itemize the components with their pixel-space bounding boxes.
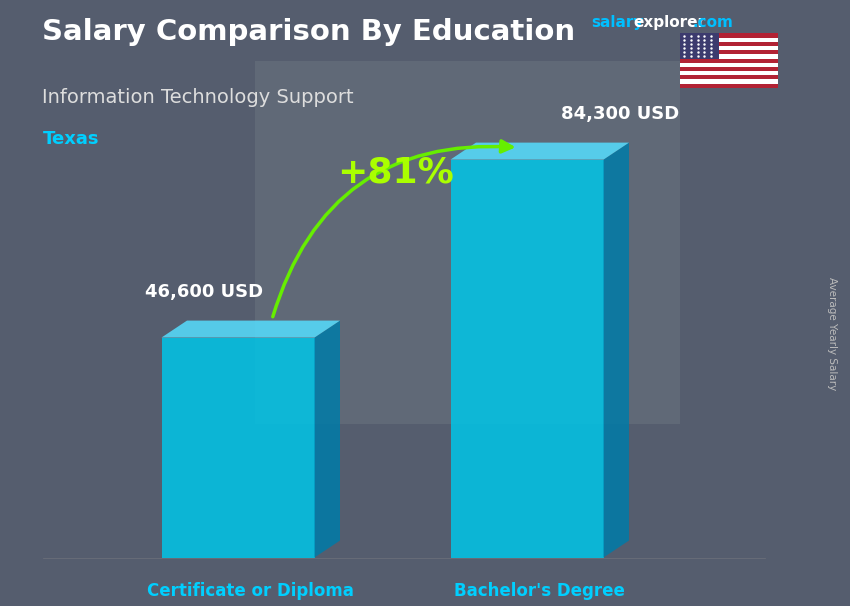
Bar: [680, 33, 778, 38]
Bar: [680, 46, 778, 50]
Bar: [680, 75, 778, 79]
Text: Bachelor's Degree: Bachelor's Degree: [454, 582, 626, 600]
Polygon shape: [450, 159, 604, 558]
Text: salary: salary: [591, 15, 643, 30]
Bar: [680, 67, 778, 71]
Bar: [255, 61, 680, 424]
Bar: [680, 33, 719, 59]
Bar: [680, 62, 778, 67]
Text: .com: .com: [693, 15, 734, 30]
Polygon shape: [162, 321, 340, 338]
Text: +81%: +81%: [337, 156, 454, 190]
FancyArrowPatch shape: [273, 141, 512, 317]
Text: explorer: explorer: [633, 15, 706, 30]
Polygon shape: [450, 142, 629, 159]
Bar: [680, 79, 778, 84]
Text: Average Yearly Salary: Average Yearly Salary: [827, 277, 837, 390]
Bar: [680, 84, 778, 88]
Bar: [680, 50, 778, 55]
Text: 84,300 USD: 84,300 USD: [561, 105, 680, 123]
Bar: [680, 55, 778, 59]
Bar: [680, 38, 778, 42]
Bar: [680, 59, 778, 62]
Text: Texas: Texas: [42, 130, 99, 148]
Text: Information Technology Support: Information Technology Support: [42, 88, 354, 107]
Polygon shape: [314, 321, 340, 558]
Text: 46,600 USD: 46,600 USD: [145, 283, 263, 301]
Bar: [680, 42, 778, 46]
Polygon shape: [162, 338, 314, 558]
Polygon shape: [604, 142, 629, 558]
Bar: [680, 71, 778, 75]
Text: Salary Comparison By Education: Salary Comparison By Education: [42, 18, 575, 46]
Text: Certificate or Diploma: Certificate or Diploma: [147, 582, 354, 600]
